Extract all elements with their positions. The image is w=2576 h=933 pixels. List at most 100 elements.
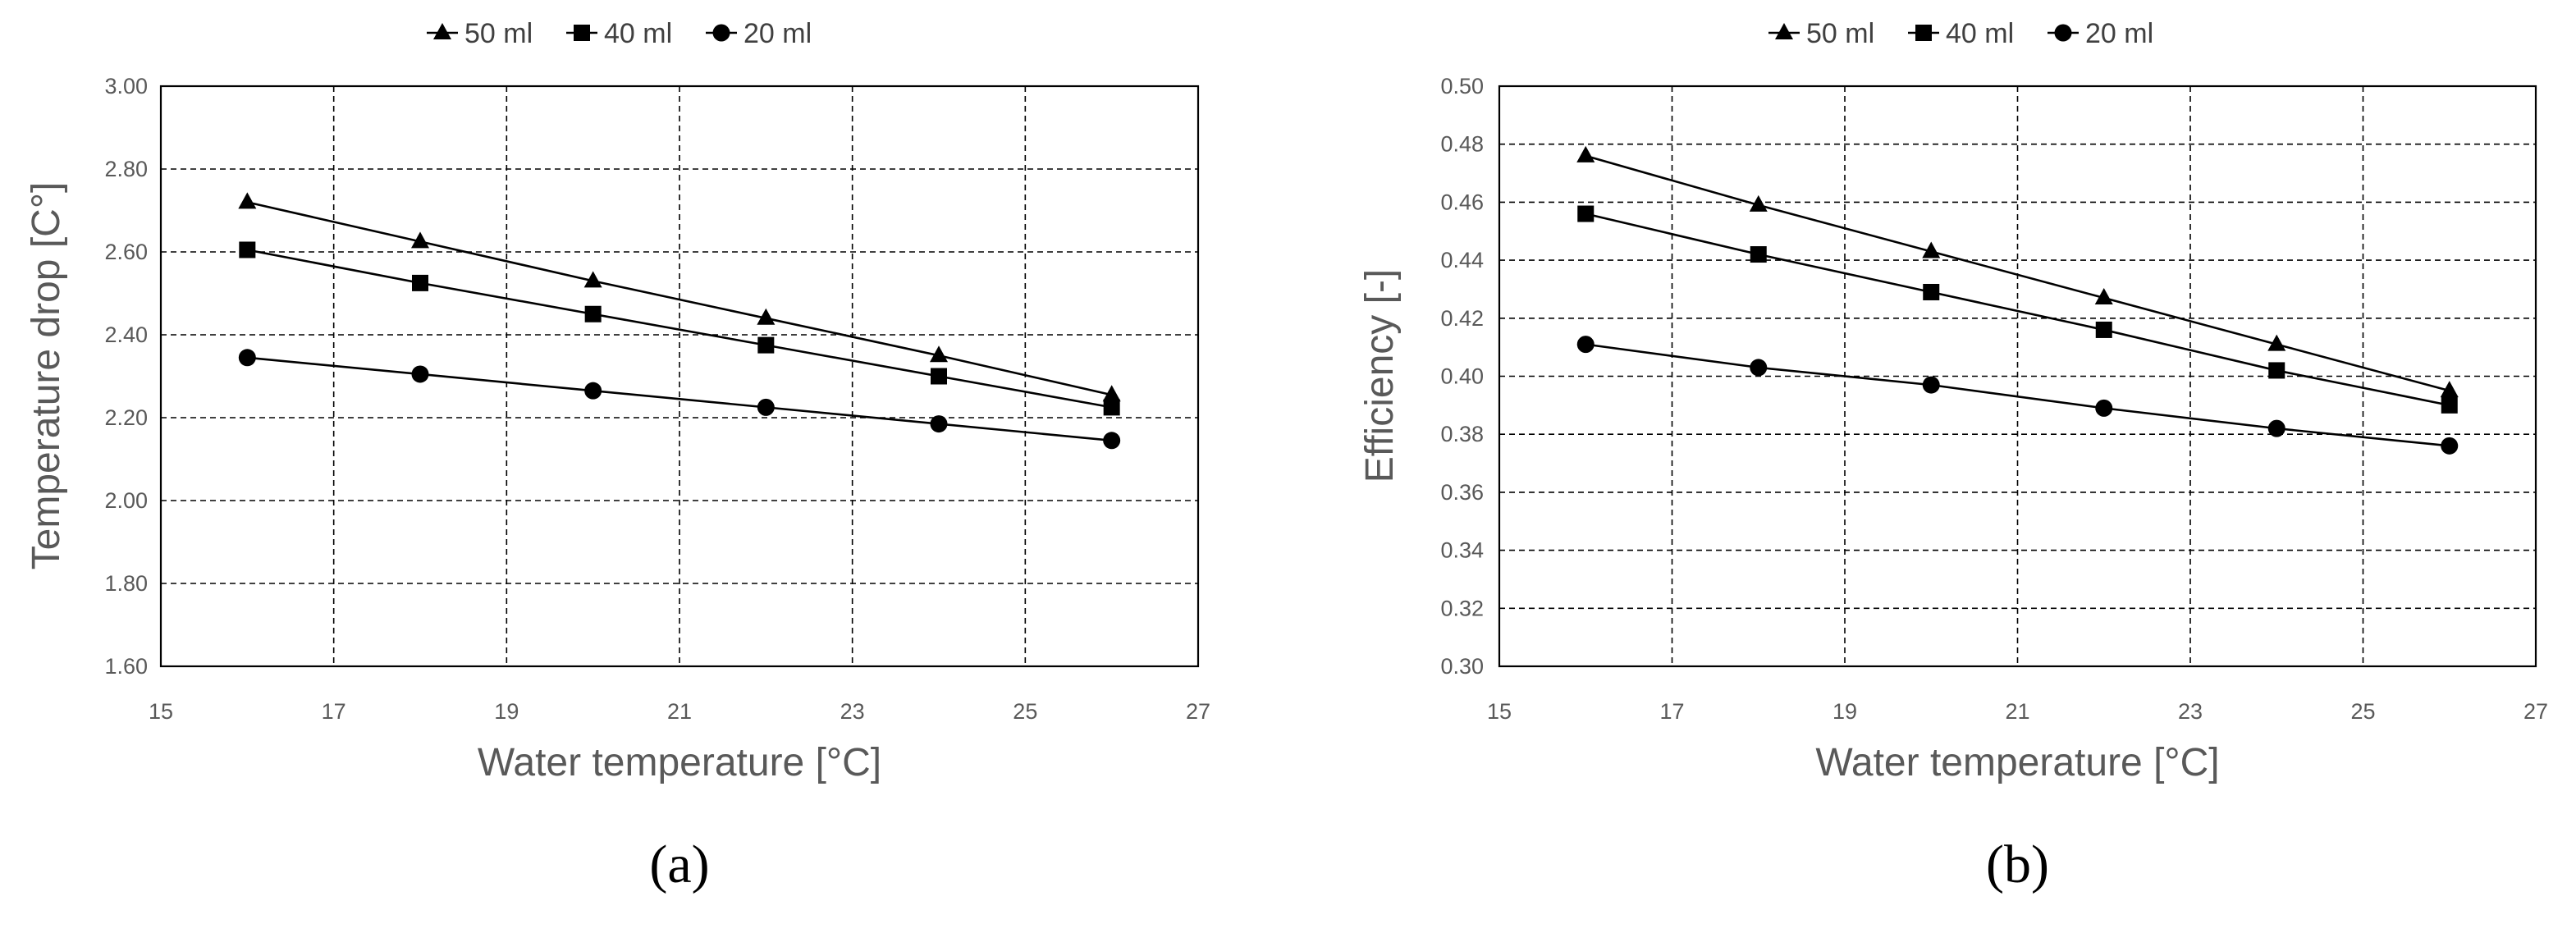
x-tick-label: 19 [1832,699,1857,724]
legend-marker [2054,24,2072,42]
data-point [1103,432,1121,450]
y-tick-label: 0.42 [1440,306,1484,331]
y-tick-label: 0.46 [1440,190,1484,214]
chart-b: 0.30 0.32 0.34 0.36 0.38 0.40 0.42 0.44 0.46 0.48… [1358,18,2548,894]
legend-item: 40 ml [566,18,672,49]
x-tick-label: 19 [494,699,519,724]
series-line [1585,213,2450,407]
data-point [1576,145,1595,162]
x-tick-label: 15 [1487,699,1512,724]
data-point [757,336,775,354]
x-tick-label: 25 [2350,699,2375,724]
legend-item: 20 ml [2048,18,2153,49]
data-point [1750,359,1768,377]
data-point [2441,396,2458,414]
x-tick-label: 23 [2178,699,2203,724]
data-point [2441,437,2459,455]
y-axis-title: Temperature drop [C°] [25,182,68,570]
data-point [930,415,948,433]
data-point [757,398,775,416]
x-tick-label: 17 [1659,699,1684,724]
x-axis-title: Water temperature [°C] [1815,741,2219,784]
data-point [1103,399,1120,416]
legend: 50 ml 40 ml 20 ml [427,18,812,49]
series-40-ml [239,241,1120,416]
plot-area-frame [1498,85,2537,668]
data-point [411,231,429,249]
y-tick-label: 0.34 [1440,538,1484,563]
y-tick-label: 1.60 [104,654,148,679]
legend-item: 40 ml [1908,18,2014,49]
plot-area-frame [159,85,1200,668]
y-tick-label: 0.32 [1440,596,1484,620]
x-axis-title: Water temperature [°C] [478,741,881,784]
series-20-ml [1576,336,2459,455]
data-point [930,345,948,363]
data-point [238,192,257,209]
x-tick-label: 27 [2523,699,2548,724]
y-tick-label: 2.60 [104,240,148,264]
data-point [931,368,947,385]
data-point [2095,321,2112,338]
x-tick-label: 17 [322,699,346,724]
data-point [1922,376,1940,394]
legend-marker [712,24,730,42]
y-axis-title: Efficiency [-] [1358,269,1402,483]
y-tick-label: 0.30 [1440,654,1484,679]
legend-item: 20 ml [706,18,812,49]
series-line [247,249,1112,409]
data-point [1923,283,1940,300]
y-tick-label: 0.44 [1440,248,1484,272]
legend-label: 40 ml [604,18,672,49]
legend-item: 50 ml [427,18,533,49]
x-tick-label: 21 [667,699,692,724]
data-point [584,305,602,322]
y-tick-label: 2.80 [104,157,148,181]
data-point [411,365,429,383]
x-tick-label: 25 [1013,699,1037,724]
data-point [238,349,256,367]
legend-marker [1915,25,1932,41]
legend-label: 20 ml [2085,18,2153,49]
legend-marker [574,25,590,41]
x-tick-label: 27 [1186,699,1210,724]
y-tick-label: 3.00 [104,74,148,98]
data-point [2095,399,2113,417]
data-point [583,271,602,288]
series-line [247,356,1112,442]
legend-item: 50 ml [1768,18,1874,49]
data-point [2440,381,2459,398]
panel-label: (a) [649,835,709,894]
chart-a: 1.60 1.80 2.00 2.20 2.40 2.60 2.80 3.00 15 17 19 21… [25,18,1210,894]
series-50-ml [238,192,1121,402]
data-point [2268,362,2285,379]
data-point [1102,385,1121,402]
legend-label: 20 ml [744,18,812,49]
series-40-ml [1577,205,2458,414]
y-tick-label: 0.48 [1440,132,1484,157]
series-50-ml [1576,145,2459,398]
legend-marker [433,23,451,39]
data-point [2267,419,2285,437]
y-tick-label: 2.00 [104,488,148,513]
y-tick-label: 2.40 [104,322,148,347]
series-line [1585,154,2450,392]
y-tick-label: 0.36 [1440,480,1484,505]
data-point [412,274,428,291]
y-tick-label: 1.80 [104,571,148,596]
legend-marker [1775,23,1793,39]
series-line [247,201,1112,396]
data-point [239,241,256,258]
legend-label: 50 ml [1806,18,1874,49]
data-point [2267,334,2286,351]
data-point [1577,205,1595,222]
legend-label: 50 ml [464,18,533,49]
data-point [757,308,776,325]
data-point [584,382,602,400]
legend: 50 ml 40 ml 20 ml [1768,18,2153,49]
series-line [1585,343,2450,447]
data-point [1576,336,1595,354]
x-tick-label: 21 [2005,699,2029,724]
y-tick-label: 2.20 [104,405,148,430]
